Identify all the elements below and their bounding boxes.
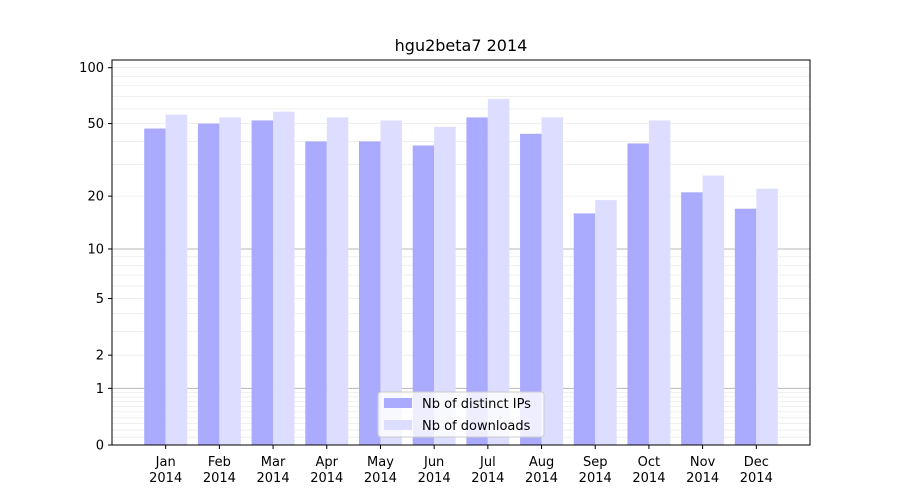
x-tick-label-month: Feb	[208, 455, 231, 470]
x-tick-label-year: 2014	[579, 471, 612, 486]
bar	[702, 175, 725, 445]
bar	[434, 126, 456, 445]
x-tick-label-month: Jul	[479, 455, 496, 470]
bar	[380, 120, 402, 445]
bar	[251, 120, 274, 445]
y-tick-label: 1	[96, 382, 104, 397]
x-tick-label-year: 2014	[149, 471, 182, 486]
y-tick-label: 5	[96, 292, 104, 307]
bar	[681, 192, 703, 445]
x-tick-label-year: 2014	[418, 471, 451, 486]
bar	[466, 117, 488, 446]
legend-label-ips: Nb of distinct IPs	[422, 397, 531, 412]
legend-box	[377, 391, 545, 438]
bar	[734, 208, 757, 445]
x-tick-label-year: 2014	[525, 471, 558, 486]
x-tick-label-month: Jun	[423, 455, 444, 470]
bar	[305, 141, 327, 446]
bar	[165, 114, 188, 445]
bar	[219, 117, 241, 446]
y-tick-label: 100	[79, 61, 104, 76]
x-tick-label-month: Sep	[583, 455, 608, 470]
bar	[573, 213, 596, 445]
bar	[648, 120, 671, 445]
bar	[144, 128, 166, 445]
bar	[756, 188, 778, 445]
x-tick-label-month: Oct	[638, 455, 660, 470]
x-tick-label-month: Jan	[155, 455, 176, 470]
bar	[541, 117, 564, 446]
y-tick-label: 0	[96, 439, 104, 454]
bar	[197, 123, 220, 446]
x-tick-label-month: Nov	[690, 455, 716, 470]
bar	[273, 111, 295, 445]
legend-label-downloads: Nb of downloads	[422, 419, 531, 434]
x-axis: Jan2014Feb2014Mar2014Apr2014May2014Jun20…	[149, 445, 773, 486]
x-tick-label-month: May	[367, 455, 394, 470]
legend-swatch-downloads	[384, 420, 412, 430]
x-tick-label-month: Mar	[261, 455, 286, 470]
bar	[412, 145, 435, 445]
y-axis: 0 1 2 5 10 20 50 100	[79, 61, 112, 454]
x-tick-label-month: Aug	[529, 455, 554, 470]
y-tick-label: 50	[87, 117, 104, 132]
x-tick-label-year: 2014	[471, 471, 504, 486]
bar	[520, 133, 542, 445]
bar	[326, 117, 349, 446]
bar	[487, 98, 510, 445]
y-tick-label: 10	[87, 242, 104, 257]
x-tick-label-month: Dec	[744, 455, 769, 470]
y-tick-label: 2	[96, 349, 104, 364]
x-tick-label-year: 2014	[257, 471, 290, 486]
x-tick-label-year: 2014	[632, 471, 665, 486]
bar	[358, 141, 381, 446]
chart-title: hgu2beta7 2014	[395, 36, 528, 55]
x-tick-label-year: 2014	[203, 471, 236, 486]
legend-swatch-ips	[384, 398, 412, 408]
bar	[595, 200, 617, 445]
bars	[144, 98, 778, 446]
x-tick-label-year: 2014	[740, 471, 773, 486]
x-tick-label-year: 2014	[310, 471, 343, 486]
y-tick-label: 20	[87, 190, 104, 205]
legend: Nb of distinct IPs Nb of downloads	[377, 391, 545, 438]
x-tick-label-year: 2014	[686, 471, 719, 486]
x-tick-label-year: 2014	[364, 471, 397, 486]
x-tick-label-month: Apr	[316, 455, 339, 470]
plot-frame	[111, 59, 811, 446]
bar	[627, 143, 649, 445]
